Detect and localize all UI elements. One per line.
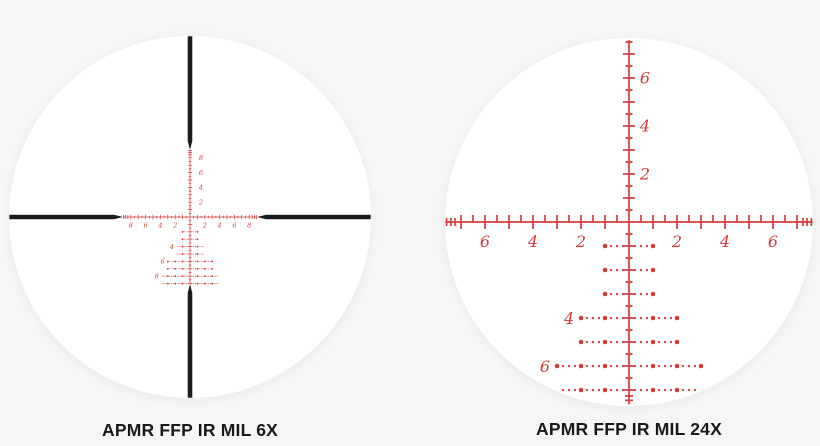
svg-text:2: 2: [639, 165, 650, 184]
svg-text:4: 4: [639, 117, 650, 136]
svg-text:4: 4: [217, 222, 222, 230]
svg-text:6: 6: [232, 222, 236, 230]
reticle-24x-drawing: 2 2 4 4 6 6 2 4 6 4 6: [445, 38, 813, 406]
svg-text:4: 4: [563, 309, 574, 328]
svg-text:6: 6: [144, 222, 148, 230]
svg-text:2: 2: [575, 232, 586, 251]
svg-text:8: 8: [247, 222, 251, 230]
svg-text:4: 4: [527, 232, 538, 251]
svg-text:8: 8: [129, 222, 133, 230]
svg-text:8: 8: [155, 273, 159, 281]
svg-text:6: 6: [161, 258, 165, 266]
svg-text:4: 4: [719, 232, 730, 251]
svg-text:6: 6: [640, 69, 650, 88]
svg-text:6: 6: [768, 232, 778, 251]
svg-text:6: 6: [199, 169, 203, 177]
svg-text:2: 2: [198, 199, 203, 207]
svg-text:8: 8: [199, 154, 203, 162]
svg-text:4: 4: [169, 243, 174, 251]
svg-text:2: 2: [202, 222, 207, 230]
svg-text:4: 4: [198, 184, 203, 192]
svg-text:2: 2: [172, 222, 177, 230]
svg-text:4: 4: [157, 222, 162, 230]
svg-text:6: 6: [540, 357, 550, 376]
svg-text:6: 6: [480, 232, 490, 251]
caption-6x: APMR FFP IR MIL 6X: [101, 420, 279, 440]
caption-24x: APMR FFP IR MIL 24X: [536, 419, 722, 439]
svg-text:2: 2: [671, 232, 682, 251]
